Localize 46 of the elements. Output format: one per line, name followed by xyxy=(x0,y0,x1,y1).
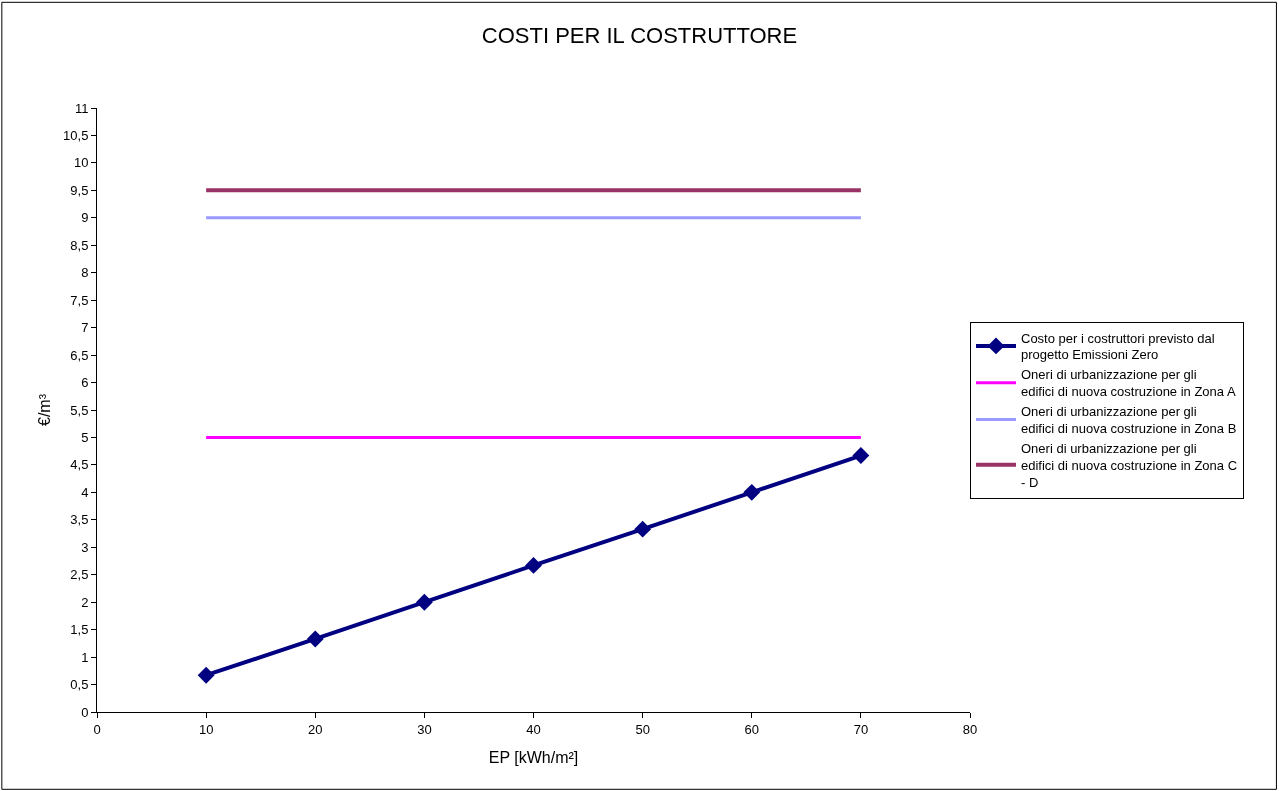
y-tick-label: 10 xyxy=(73,155,89,171)
x-tick-label: 60 xyxy=(744,721,759,737)
point xyxy=(525,556,542,574)
y-tick-label: 4,5 xyxy=(70,457,89,473)
point xyxy=(743,483,761,501)
y-tick-label: 2,5 xyxy=(70,567,89,583)
chart-title: COSTI PER IL COSTRUTTORE xyxy=(481,23,798,49)
x-tick-label: 80 xyxy=(962,721,978,737)
y-tick-label: 1,5 xyxy=(70,622,89,638)
point xyxy=(197,666,215,684)
y-tick-label: 0 xyxy=(81,704,89,720)
y-tick-label: 8,5 xyxy=(70,237,89,253)
x-axis-title: EP [kWh/m²] xyxy=(488,749,579,767)
legend-label: Oneri di urbanizzazione per gli edifici di nuova costruzione in Zona C - D xyxy=(1021,440,1238,490)
legend-label: Costo per i costruttori previsto dal progetto Emissioni Zero xyxy=(1021,330,1215,363)
x-tick-label: 10 xyxy=(198,721,214,737)
y-tick-label: 7,5 xyxy=(70,292,89,308)
y-tick-label: 5,5 xyxy=(70,402,89,418)
y-tick-label: 11 xyxy=(74,100,89,116)
x-tick-label: 20 xyxy=(308,721,323,737)
y-tick-label: 9,5 xyxy=(70,182,89,198)
x-tick-label: 40 xyxy=(526,721,541,737)
y-tick-label: 6,5 xyxy=(70,347,89,363)
point xyxy=(634,520,652,538)
y-tick-label: 1 xyxy=(81,649,89,665)
y-tick-label: 3 xyxy=(81,539,89,555)
x-tick-label: 0 xyxy=(93,721,101,737)
legend-label: Oneri di urbanizzazione per gli edifici di nuova costruzione in Zona B xyxy=(1021,404,1237,437)
y-tick-label: 8 xyxy=(81,265,89,281)
point xyxy=(415,593,433,611)
y-tick-label: 3,5 xyxy=(70,512,89,528)
x-tick-label: 50 xyxy=(635,721,650,737)
y-tick-label: 10,5 xyxy=(63,128,89,143)
point xyxy=(306,630,324,648)
y-tick-label: 0,5 xyxy=(70,677,89,693)
y-tick-label: 7 xyxy=(81,320,89,336)
x-tick-label: 70 xyxy=(853,721,869,737)
y-tick-label: 6 xyxy=(81,375,89,391)
y-axis-title: €/m³ xyxy=(35,393,53,426)
y-tick-label: 2 xyxy=(81,594,89,610)
x-tick-label: 30 xyxy=(417,721,432,737)
y-tick-label: 4 xyxy=(81,484,89,500)
y-tick-label: 9 xyxy=(81,210,89,226)
point xyxy=(852,447,870,465)
y-tick-label: 5 xyxy=(81,430,89,445)
legend-label: Oneri di urbanizzazione per gli edifici di nuova costruzione in Zona A xyxy=(1021,367,1236,400)
